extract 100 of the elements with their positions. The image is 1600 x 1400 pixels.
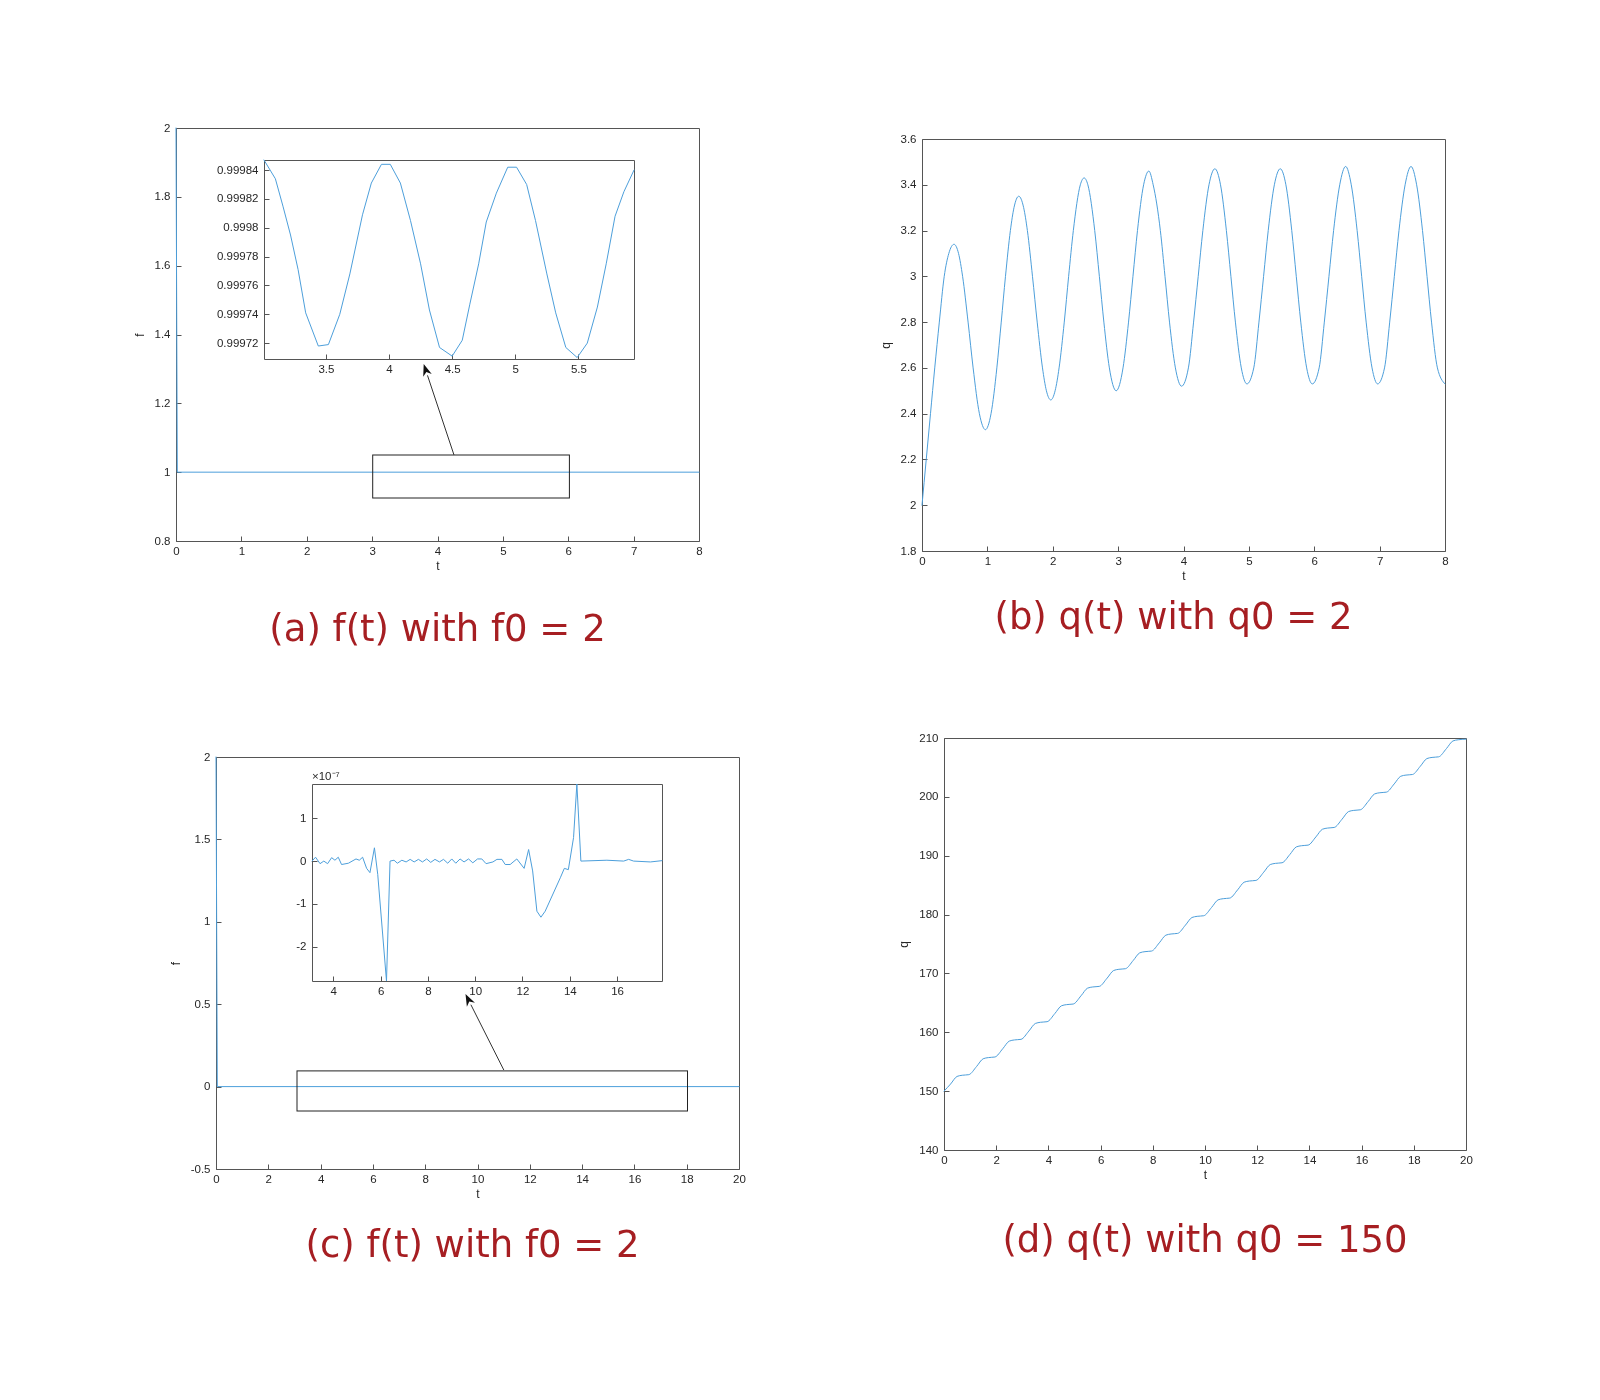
text: (d) q(t) with q0 = 150 <box>1002 1217 1408 1261</box>
x-tick-label: 8 <box>696 544 703 557</box>
line-series <box>263 159 635 359</box>
y-tick-label: 2 <box>910 498 917 511</box>
x-tick-label: 4 <box>434 544 442 557</box>
x-tick-label: 4 <box>386 362 394 375</box>
y-tick-label: -0.5 <box>190 1162 211 1175</box>
y-axis-title: q <box>878 342 893 349</box>
x-tick-label: 5 <box>1246 554 1253 567</box>
y-tick-label: 2.6 <box>900 361 917 374</box>
x-axis-title: t <box>1203 1168 1208 1182</box>
x-tick-label: 2 <box>265 1172 272 1185</box>
x-tick-label: 4 <box>1045 1153 1053 1166</box>
x-tick-label: 4 <box>330 984 338 997</box>
x-tick-label: 5 <box>500 544 507 557</box>
y-tick-label: 1 <box>164 465 171 478</box>
y-tick-label: 200 <box>919 790 939 803</box>
y-tick-label: 0.99976 <box>216 278 259 291</box>
x-tick-label: 4 <box>1180 554 1188 567</box>
y-tick-label: 0.8 <box>154 534 171 547</box>
x-tick-label: 10 <box>1199 1153 1212 1166</box>
line-series <box>921 165 1446 506</box>
x-tick-label: 14 <box>1303 1153 1317 1166</box>
x-axis-title: t <box>1182 569 1187 583</box>
y-tick-label: -1 <box>296 897 307 910</box>
x-tick-label: 1 <box>984 554 992 567</box>
y-tick-label: 160 <box>919 1025 939 1038</box>
x-tick-label: 7 <box>630 544 638 557</box>
y-tick-label: 3.4 <box>900 178 918 191</box>
y-tick-label: 0.99972 <box>216 336 259 349</box>
x-tick-label: 10 <box>471 1172 485 1185</box>
x-tick-label: 3 <box>369 544 376 557</box>
y-tick-label: 0.5 <box>194 997 211 1010</box>
y-tick-label: 170 <box>919 966 939 979</box>
x-tick-label: 12 <box>523 1172 537 1185</box>
x-tick-label: 14 <box>563 984 578 997</box>
y-tick-label: 1.2 <box>154 396 171 409</box>
x-tick-label: 4.5 <box>444 362 461 375</box>
y-axis-title: q <box>897 941 912 948</box>
y-tick-label: 190 <box>919 849 939 862</box>
x-tick-label: 3 <box>1115 554 1122 567</box>
line-series <box>943 738 1467 1092</box>
y-tick-label: 2 <box>204 750 211 763</box>
y-tick-label: 0.9998 <box>223 221 259 234</box>
x-tick-label: 8 <box>425 984 432 997</box>
x-tick-label: 6 <box>1311 554 1318 567</box>
y-tick-label: 3 <box>910 269 917 282</box>
line-series <box>311 783 663 982</box>
x-tick-label: 6 <box>1097 1153 1105 1166</box>
y-tick-label: 0.99982 <box>216 192 259 205</box>
y-axis-title: f <box>132 332 147 337</box>
y-axis-title: f <box>168 961 183 966</box>
x-tick-label: 5 <box>512 362 519 375</box>
x-tick-label: 8 <box>1442 554 1449 567</box>
x-tick-label: 2 <box>1050 554 1057 567</box>
x-tick-label: 6 <box>377 984 385 997</box>
y-tick-label: 2.4 <box>900 407 918 420</box>
y-tick-label: 1.8 <box>900 544 917 557</box>
x-tick-label: 18 <box>1407 1153 1421 1166</box>
y-tick-label: 180 <box>919 908 939 921</box>
x-tick-label: 6 <box>565 544 572 557</box>
x-tick-label: 16 <box>1355 1153 1369 1166</box>
x-tick-label: 5.5 <box>570 362 587 375</box>
x-tick-label: 14 <box>576 1172 590 1185</box>
y-tick-label: 1 <box>204 915 211 928</box>
y-tick-label: 0.99974 <box>216 307 260 320</box>
text: (c) f(t) with f0 = 2 <box>305 1222 640 1266</box>
y-tick-label: 1 <box>300 811 307 824</box>
y-tick-label: 0.99978 <box>216 250 259 263</box>
x-tick-label: 0 <box>941 1153 948 1166</box>
x-tick-label: 12 <box>1251 1153 1265 1166</box>
x-tick-label: 16 <box>611 984 624 997</box>
x-tick-label: 4 <box>317 1172 325 1185</box>
y-tick-label: 2.8 <box>900 315 917 328</box>
text: (a) f(t) with f0 = 2 <box>269 606 606 650</box>
x-tick-label: 8 <box>1150 1153 1157 1166</box>
y-tick-label: 210 <box>919 731 939 744</box>
x-tick-label: 20 <box>733 1172 746 1185</box>
x-tick-label: 6 <box>370 1172 377 1185</box>
y-tick-label: 0.99984 <box>216 163 260 176</box>
x-tick-label: 12 <box>516 984 530 997</box>
x-tick-label: 16 <box>628 1172 642 1185</box>
y-tick-label: 2.2 <box>900 452 917 465</box>
x-axis-title: t <box>436 559 441 573</box>
x-axis-title: t <box>476 1187 481 1201</box>
x-tick-label: 0 <box>173 544 180 557</box>
x-tick-label: 2 <box>993 1153 1000 1166</box>
x-tick-label: 8 <box>422 1172 429 1185</box>
text: (b) q(t) with q0 = 2 <box>994 594 1353 638</box>
y-tick-label: 0 <box>300 854 307 867</box>
y-tick-label: 1.8 <box>154 190 171 203</box>
y-tick-label: 150 <box>919 1084 939 1097</box>
y-tick-label: 1.6 <box>154 259 171 272</box>
y-tick-label: 3.6 <box>900 132 917 145</box>
x-tick-label: 10 <box>469 984 483 997</box>
y-tick-label: -2 <box>296 940 307 953</box>
y-tick-label: 140 <box>919 1143 939 1156</box>
y-tick-label: 1.4 <box>154 328 172 340</box>
x-tick-label: 18 <box>680 1172 694 1185</box>
y-tick-label: 0 <box>204 1080 211 1093</box>
